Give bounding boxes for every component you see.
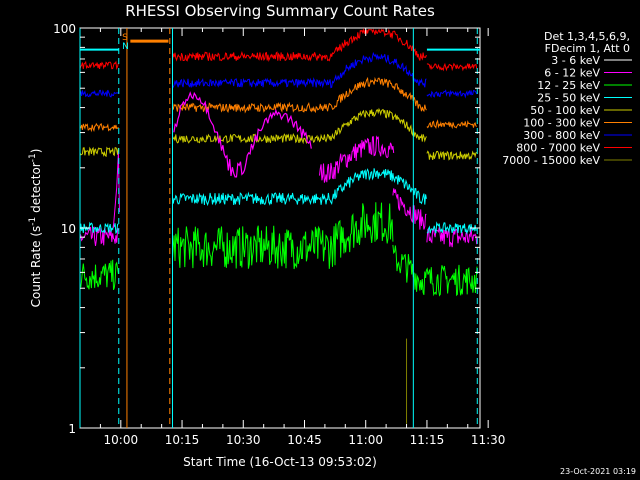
series-line [426, 62, 478, 72]
y-axis-label-main: Count Rate (s [29, 226, 43, 308]
y-tick-label: 100 [53, 22, 76, 36]
series-50_100keV [79, 107, 478, 161]
series-line [79, 259, 119, 290]
series-100_300keV [79, 76, 477, 133]
y-tick-label: 1 [68, 422, 76, 436]
flare-decay-line [173, 91, 312, 178]
series-line [79, 226, 119, 246]
x-tick-label: 10:45 [287, 433, 322, 447]
y-axis-label-sup: -1 [28, 217, 38, 226]
legend: Det 1,3,4,5,6,9, FDecim 1, Att 0 3 - 6 k… [502, 30, 632, 167]
series-line [79, 60, 119, 71]
timestamp: 23-Oct-2021 03:19 [560, 467, 636, 476]
y-axis-label: Count Rate (s-1 detector-1) [28, 149, 43, 308]
series-line [172, 168, 427, 207]
series-line [79, 122, 119, 133]
legend-entry-label: 3 - 6 keV [551, 54, 600, 67]
series-line [426, 227, 478, 248]
tick-layer: 10:00 10:15 10:30 10:45 11:00 11:15 11:30 1 10 10… [53, 22, 505, 447]
chart-title: RHESSI Observing Summary Count Rates [125, 2, 435, 20]
series-line [172, 107, 427, 145]
series-line [426, 150, 478, 161]
series-12_25keV [79, 202, 478, 297]
legend-entry-label: 12 - 25 keV [537, 79, 600, 92]
series-6_12keV [79, 135, 478, 248]
x-tick-label: 10:30 [226, 433, 261, 447]
series-line [172, 76, 427, 114]
series-line [79, 89, 119, 98]
series-line [172, 27, 427, 63]
data-layer [79, 27, 480, 424]
x-tick-label: 11:00 [348, 433, 383, 447]
x-tick-label: 10:15 [165, 433, 200, 447]
marker-label-s: S [122, 33, 128, 43]
series-line [172, 51, 427, 89]
legend-entry-label: 50 - 100 keV [530, 104, 600, 117]
y-axis-label-rest: detector [29, 162, 43, 217]
series-line [392, 244, 478, 297]
series-3_6keV [82, 218, 478, 424]
series-line [172, 202, 394, 270]
series-800_7000keV [79, 27, 478, 72]
series-line [79, 221, 119, 235]
x-axis-label: Start Time (16-Oct-13 09:53:02) [183, 455, 377, 469]
legend-entry-label: 300 - 800 keV [523, 129, 600, 142]
legend-entry-label: 6 - 12 keV [544, 67, 600, 80]
x-tick-label: 10:00 [104, 433, 139, 447]
legend-entry-label: 7000 - 15000 keV [502, 154, 600, 167]
series-line [428, 218, 478, 424]
series-line [319, 135, 395, 183]
series-line [392, 188, 427, 230]
legend-entry-label: 25 - 50 keV [537, 92, 600, 105]
marker-label-n: N [122, 42, 129, 52]
series-line [79, 146, 119, 158]
series-line [426, 221, 478, 235]
y-axis-label-sup2: -1 [28, 153, 38, 162]
legend-entry-label: 800 - 7000 keV [516, 142, 600, 155]
series-25_50keV [79, 168, 478, 235]
legend-header-2: FDecim 1, Att 0 [545, 42, 630, 55]
series-line [82, 234, 120, 424]
series-300_800keV [79, 51, 478, 99]
y-tick-label: 10 [61, 222, 76, 236]
x-tick-label: 11:30 [471, 433, 506, 447]
series-line [426, 89, 478, 99]
y-axis-label-end: ) [29, 149, 43, 154]
x-tick-label: 11:15 [410, 433, 445, 447]
series-line [426, 119, 477, 130]
legend-entry-label: 100 - 300 keV [523, 117, 600, 130]
legend-header-1: Det 1,3,4,5,6,9, [544, 30, 630, 43]
